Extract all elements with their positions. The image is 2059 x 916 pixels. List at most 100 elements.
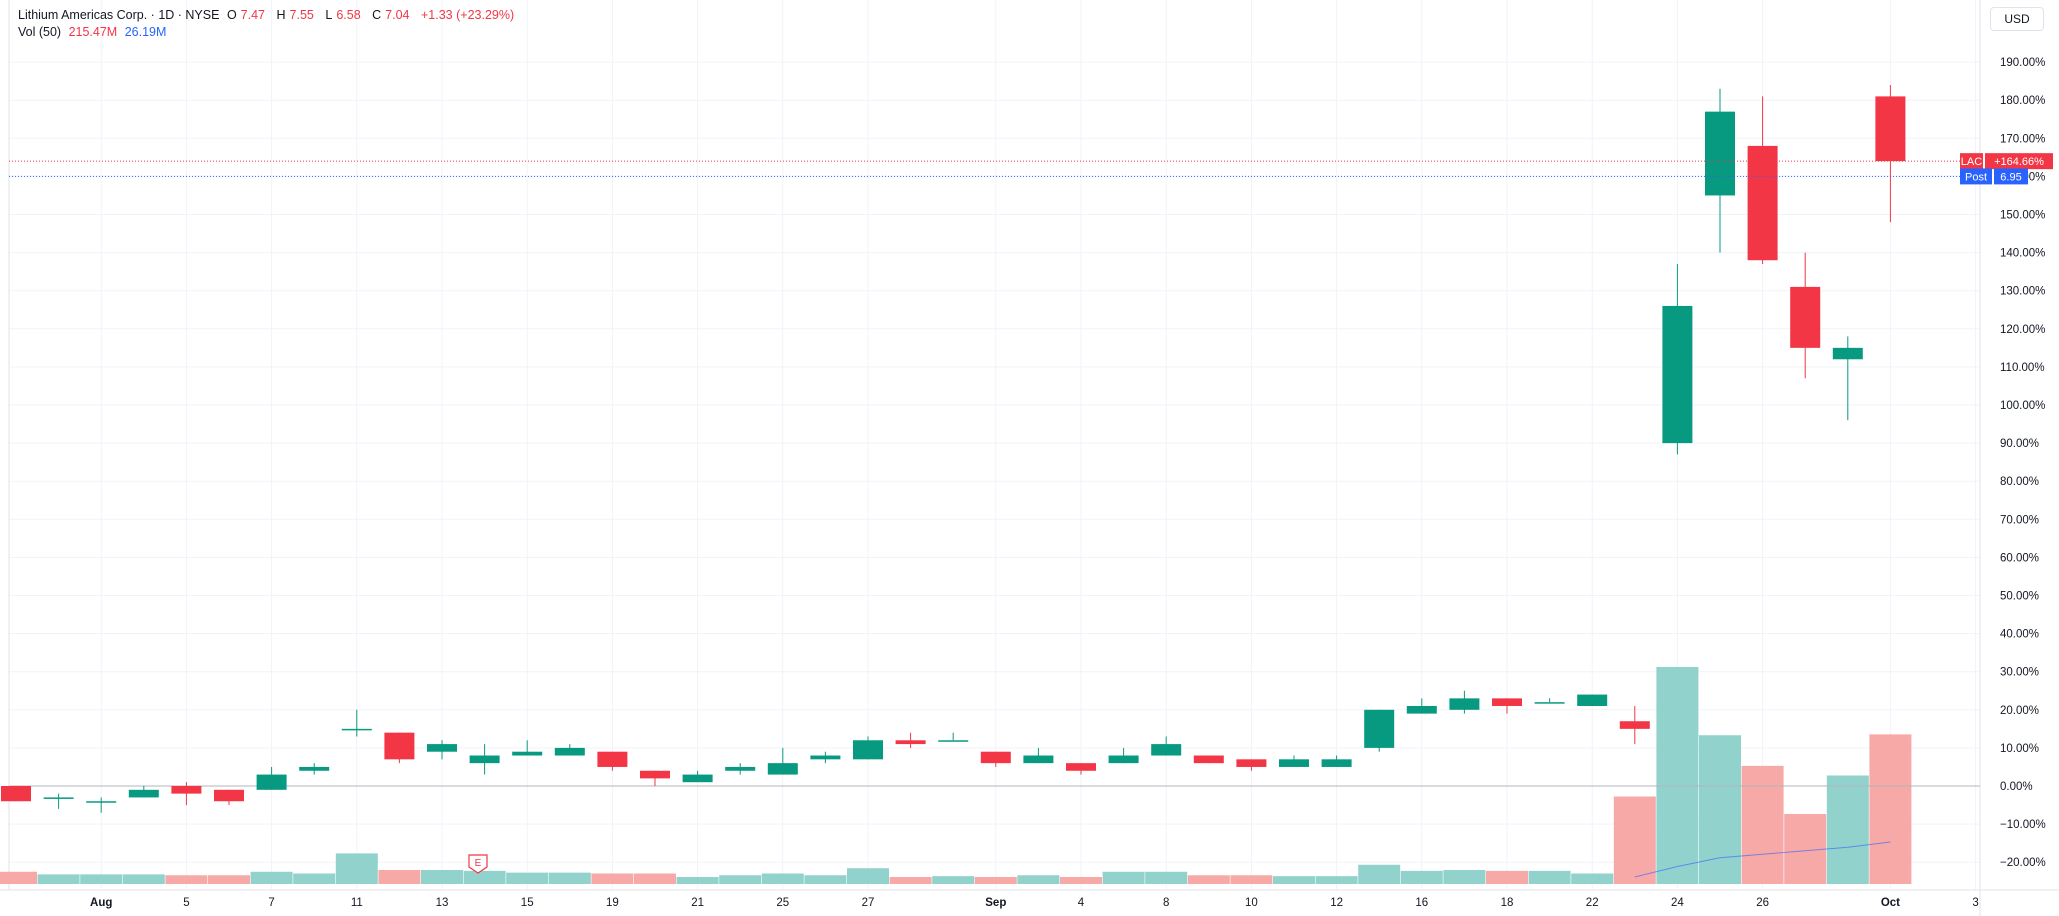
candle[interactable] (980, 751, 1011, 767)
candle[interactable] (128, 786, 159, 798)
candle[interactable] (1193, 755, 1224, 764)
candle[interactable] (1492, 698, 1522, 714)
volume-ma-line (1634, 841, 1891, 878)
y-tick-label: 90.00% (2000, 438, 2039, 450)
candle-body (767, 763, 798, 775)
candle[interactable] (1662, 264, 1693, 455)
candle-body (810, 755, 841, 760)
candle-body (1662, 305, 1693, 444)
candle[interactable] (1449, 690, 1480, 714)
volume-bar (80, 874, 123, 884)
currency-button[interactable]: USD (1990, 7, 2044, 31)
candle[interactable] (1790, 252, 1821, 379)
candle[interactable] (1875, 84, 1906, 223)
volume-bar (293, 873, 336, 884)
candle-body (1193, 755, 1224, 764)
candle[interactable] (427, 740, 457, 760)
candle-body (980, 751, 1011, 764)
candle[interactable] (938, 732, 969, 742)
candle[interactable] (341, 709, 372, 737)
candle[interactable] (1321, 755, 1352, 767)
volume-bar (719, 875, 762, 884)
candle[interactable] (43, 793, 74, 809)
candle-body (256, 774, 287, 790)
candle[interactable] (512, 740, 543, 756)
candlestick-series[interactable] (1, 84, 1906, 813)
x-tick-label: 11 (351, 897, 363, 909)
candle[interactable] (640, 770, 670, 786)
candle-body (1577, 694, 1608, 706)
x-tick-label: Sep (985, 897, 1006, 909)
candle[interactable] (1577, 694, 1608, 706)
candle[interactable] (1832, 336, 1863, 421)
candle[interactable] (214, 789, 244, 806)
candle[interactable] (895, 732, 926, 748)
candle[interactable] (810, 751, 841, 764)
candle[interactable] (171, 782, 202, 806)
candle[interactable] (1151, 736, 1182, 756)
candle-body (214, 789, 244, 802)
candle[interactable] (1619, 705, 1650, 745)
y-axis[interactable]: 190.00%180.00%170.00%160.00%150.00%140.0… (1960, 57, 2053, 869)
candle[interactable] (597, 751, 628, 771)
volume-bar (250, 871, 293, 884)
y-tick-label: 120.00% (2000, 324, 2045, 336)
volume-bar (1145, 871, 1188, 884)
x-tick-label: 25 (776, 897, 789, 909)
earnings-marker[interactable]: E (468, 854, 488, 874)
candle[interactable] (86, 797, 117, 813)
candle[interactable] (256, 766, 287, 790)
candle[interactable] (1, 786, 31, 802)
y-tick-label: 180.00% (2000, 95, 2045, 107)
candle-body (1108, 755, 1139, 764)
candle-body (895, 740, 926, 745)
change-value: +1.33 (+23.29%) (421, 8, 515, 22)
candle-body (1875, 96, 1906, 162)
volume-bar (1315, 876, 1358, 884)
candle-body (1236, 759, 1267, 767)
candle[interactable] (1705, 88, 1735, 253)
symbol-title[interactable]: Lithium Americas Corp. · 1D · NYSE (18, 8, 220, 22)
last-value-badge[interactable]: LAC +164.66% (1960, 153, 2053, 170)
candle[interactable] (1066, 763, 1096, 775)
post-value-badge[interactable]: Post 6.95 (1960, 168, 2028, 185)
candle[interactable] (299, 763, 330, 775)
y-tick-label: 20.00% (2000, 705, 2039, 717)
candle-body (384, 732, 415, 760)
y-tick-label: −20.00% (2000, 857, 2046, 869)
candle[interactable] (1747, 96, 1778, 265)
candle[interactable] (1236, 759, 1267, 771)
candle[interactable] (725, 763, 756, 775)
candle[interactable] (469, 744, 500, 775)
candle[interactable] (1023, 747, 1054, 764)
x-axis[interactable]: 0Aug5711131519212527Sep4810121618222426O… (0, 897, 1979, 909)
candle[interactable] (853, 736, 883, 760)
candle-body (1492, 698, 1522, 706)
volume-bar (165, 875, 208, 884)
candle[interactable] (767, 747, 798, 775)
candle[interactable] (384, 732, 415, 764)
candle[interactable] (1364, 709, 1395, 752)
candle[interactable] (682, 770, 713, 783)
candle[interactable] (554, 744, 585, 756)
y-tick-label: −10.00% (2000, 819, 2046, 831)
candle[interactable] (1534, 698, 1565, 704)
volume-bar (1187, 875, 1230, 884)
candle[interactable] (1406, 698, 1437, 714)
candle[interactable] (1108, 747, 1139, 764)
x-tick-label: 16 (1415, 897, 1428, 909)
candle-body (1406, 705, 1437, 714)
candle-body (1151, 744, 1182, 756)
x-tick-label: 19 (606, 897, 619, 909)
volume-bar (1741, 765, 1784, 884)
candle-body (341, 728, 372, 731)
y-tick-label: 110.00% (2000, 362, 2045, 374)
candle[interactable] (1279, 755, 1309, 767)
volume-bar (1358, 864, 1401, 884)
candle-body (853, 740, 883, 760)
candle-body (1832, 347, 1863, 360)
volume-bar (889, 877, 932, 884)
volume-label[interactable]: Vol (50) (18, 25, 62, 39)
volume-bar (1528, 870, 1571, 884)
